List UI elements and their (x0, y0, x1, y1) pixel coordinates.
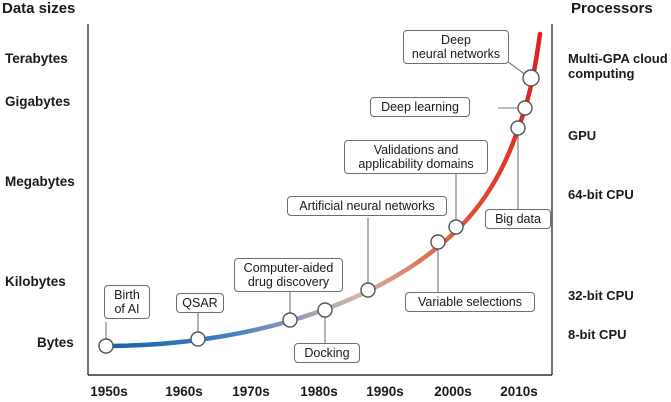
callout-qsar-text: QSAR (182, 296, 218, 310)
label-kilobytes: Kilobytes (5, 274, 66, 289)
data-sizes-header: Data sizes (2, 0, 76, 17)
point-deep-learning (517, 100, 533, 116)
callout-cadd-line1: Computer-aided (243, 261, 334, 275)
label-megabytes: Megabytes (5, 174, 75, 189)
callout-validations-line1: Validations and (373, 143, 459, 157)
processors-header: Processors (571, 0, 653, 17)
callout-ann: Artificial neural networks (287, 196, 447, 216)
callout-qsar: QSAR (176, 293, 224, 313)
label-multi-gpa-line2: computing (568, 66, 635, 81)
callout-ann-text: Artificial neural networks (299, 199, 435, 213)
label-64bit-cpu: 64-bit CPU (568, 187, 634, 202)
callout-dnn-line2: neural networks (411, 47, 501, 61)
label-32bit-cpu: 32-bit CPU (568, 288, 634, 303)
label-8bit-cpu: 8-bit CPU (568, 327, 627, 342)
callout-big-data: Big data (485, 209, 551, 229)
callout-docking-text: Docking (304, 346, 350, 360)
label-gigabytes: Gigabytes (5, 94, 71, 109)
point-variable-selections (430, 234, 446, 250)
callout-birth-of-ai: Birth of AI (104, 285, 150, 319)
decade-1960s: 1960s (165, 384, 203, 399)
callout-deep-learning: Deep learning (370, 97, 470, 117)
decade-1950s: 1950s (90, 384, 128, 399)
callout-deep-learning-text: Deep learning (381, 100, 459, 114)
point-validations (448, 219, 464, 235)
callout-cadd-line2: drug discovery (247, 275, 330, 289)
label-bytes: Bytes (37, 335, 74, 350)
decade-2000s: 2000s (434, 384, 472, 399)
callout-big-data-text: Big data (495, 212, 541, 226)
point-ann (360, 282, 376, 298)
decade-1980s: 1980s (300, 384, 338, 399)
point-qsar (190, 331, 206, 347)
decade-2010s: 2010s (500, 384, 538, 399)
callout-variable-selections: Variable selections (405, 292, 535, 312)
decade-1990s: 1990s (366, 384, 404, 399)
label-gpu: GPU (568, 128, 597, 143)
callout-validations: Validations and applicability domains (344, 140, 488, 174)
point-dnn (522, 69, 540, 87)
callout-cadd: Computer-aided drug discovery (234, 258, 343, 292)
callout-birth-of-ai-line1: Birth (114, 288, 140, 302)
point-big-data (510, 120, 526, 136)
callout-validations-line2: applicability domains (358, 157, 474, 171)
decade-1970s: 1970s (232, 384, 270, 399)
callout-dnn-line1: Deep (441, 33, 471, 47)
callout-docking: Docking (294, 343, 360, 363)
label-multi-gpa-line1: Multi-GPA cloud (568, 51, 668, 66)
point-docking (317, 302, 333, 318)
point-birth-ai (98, 338, 114, 354)
callout-deep-neural-networks: Deep neural networks (403, 30, 509, 64)
callout-birth-of-ai-line2: of AI (114, 302, 140, 316)
label-terabytes: Terabytes (5, 51, 68, 66)
point-cadd (282, 312, 298, 328)
callout-variable-selections-text: Variable selections (418, 295, 522, 309)
